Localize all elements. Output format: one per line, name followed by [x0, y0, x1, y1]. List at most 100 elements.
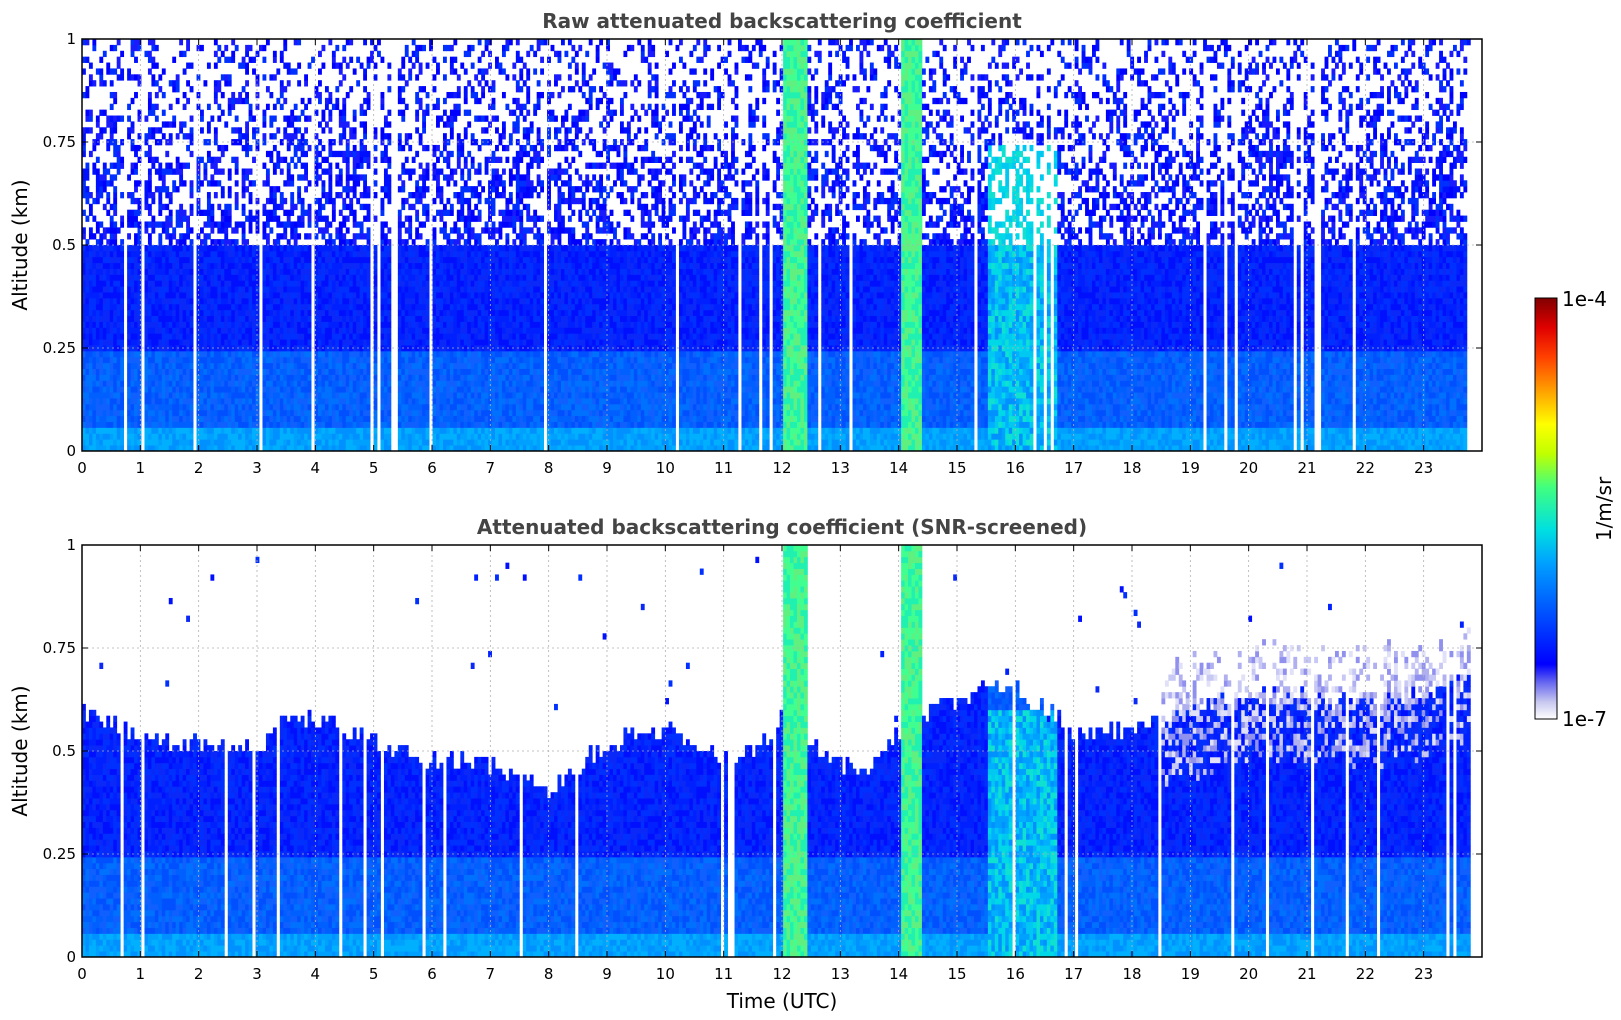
heatmap-cell [335, 362, 340, 369]
heatmap-cell [411, 268, 416, 275]
heatmap-cell [130, 427, 135, 434]
heatmap-cell [345, 297, 350, 305]
heatmap-cell [88, 297, 93, 305]
heatmap-cell [307, 303, 312, 311]
heatmap-cell [467, 386, 472, 393]
heatmap-cell [363, 245, 368, 252]
heatmap-cell [335, 350, 340, 358]
heatmap-cell [397, 250, 402, 258]
heatmap-cell [328, 245, 333, 252]
heatmap-cell [200, 250, 204, 258]
heatmap-cell [328, 162, 333, 169]
heatmap-cell [106, 209, 111, 216]
heatmap-cell [328, 274, 333, 281]
heatmap-cell [446, 115, 451, 122]
heatmap-cell [186, 362, 190, 369]
heatmap-cell [318, 386, 322, 393]
heatmap-cell [238, 297, 243, 305]
heatmap-cell [363, 368, 368, 375]
heatmap-cell [172, 445, 177, 451]
heatmap-cell [456, 133, 461, 140]
heatmap-cell [328, 186, 333, 193]
heatmap-cell [436, 103, 440, 111]
heatmap-cell [460, 356, 465, 364]
heatmap-cell [147, 392, 152, 399]
heatmap-cell [418, 433, 423, 440]
heatmap-cell [408, 245, 413, 252]
heatmap-cell [411, 403, 416, 411]
heatmap-cell [109, 362, 114, 369]
heatmap-cell [82, 127, 86, 134]
heatmap-cell [182, 280, 187, 287]
heatmap-cell [453, 297, 458, 305]
heatmap-cell [241, 280, 246, 287]
heatmap-cell [102, 433, 107, 440]
heatmap-cell [415, 297, 420, 305]
heatmap-cell [252, 303, 256, 311]
heatmap-cell [363, 315, 368, 322]
heatmap-cell [109, 239, 114, 246]
heatmap-cell [345, 362, 350, 369]
heatmap-cell [182, 309, 187, 317]
heatmap-cell [220, 415, 225, 422]
heatmap-cell [269, 421, 274, 428]
heatmap-cell [324, 250, 329, 258]
heatmap-cell [116, 245, 121, 252]
heatmap-cell [401, 280, 406, 287]
heatmap-cell [442, 139, 447, 146]
heatmap-cell [324, 292, 329, 299]
heatmap-cell [116, 374, 121, 381]
heatmap-cell [331, 380, 336, 387]
heatmap-cell [307, 386, 312, 393]
heatmap-cell [387, 327, 392, 334]
heatmap-cell [415, 74, 420, 81]
heatmap-cell [314, 262, 319, 269]
heatmap-cell [449, 327, 454, 334]
heatmap-cell [335, 297, 340, 305]
heatmap-cell [186, 256, 190, 264]
heatmap-cell [196, 398, 201, 405]
heatmap-cell [255, 297, 260, 305]
heatmap-cell [408, 292, 413, 299]
heatmap-cell [165, 445, 170, 451]
heatmap-cell [411, 303, 416, 311]
heatmap-cell [442, 374, 447, 381]
heatmap-cell [460, 297, 465, 305]
heatmap-cell [220, 215, 225, 222]
heatmap-cell [422, 356, 427, 364]
heatmap-cell [283, 392, 288, 399]
heatmap-cell [265, 368, 270, 375]
heatmap-cell [456, 315, 461, 322]
heatmap-cell [109, 121, 114, 128]
heatmap-cell [168, 380, 173, 387]
heatmap-cell [387, 274, 392, 281]
heatmap-cell [203, 262, 208, 269]
heatmap-cell [158, 386, 163, 393]
heatmap-cell [85, 439, 90, 446]
heatmap-cell [304, 321, 308, 328]
heatmap-cell [234, 321, 239, 328]
heatmap-cell [109, 315, 114, 322]
heatmap-cell [262, 386, 267, 393]
heatmap-cell [245, 350, 249, 358]
heatmap-cell [276, 156, 281, 163]
heatmap-cell [463, 409, 468, 417]
heatmap-cell [220, 350, 225, 358]
heatmap-cell [137, 321, 142, 328]
heatmap-cell [345, 286, 350, 293]
heatmap-cell [130, 292, 135, 299]
heatmap-cell [82, 362, 86, 369]
heatmap-cell [335, 262, 340, 269]
heatmap-cell [220, 256, 225, 264]
heatmap-cell [300, 362, 305, 369]
heatmap-cell [321, 292, 326, 299]
heatmap-cell [168, 386, 173, 393]
heatmap-cell [245, 409, 249, 417]
heatmap-cell [252, 315, 256, 322]
heatmap-cell [373, 127, 378, 134]
heatmap-cell [200, 280, 204, 287]
heatmap-cell [245, 262, 249, 269]
heatmap-cell [109, 356, 114, 364]
heatmap-cell [196, 368, 201, 375]
heatmap-cell [134, 321, 138, 328]
